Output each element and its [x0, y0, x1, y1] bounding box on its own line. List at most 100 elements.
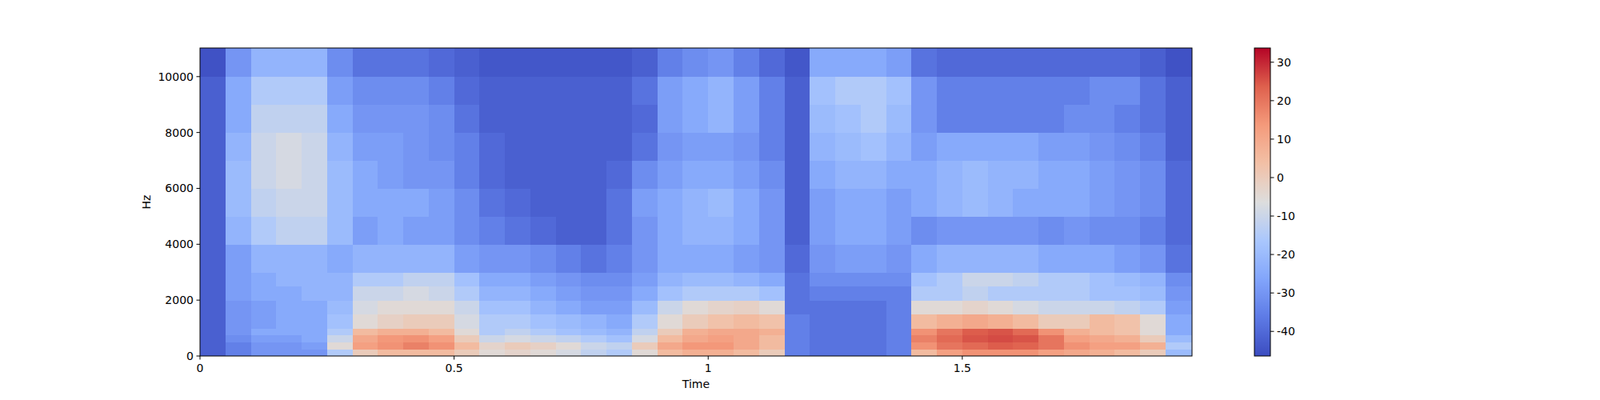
- cell: [225, 328, 252, 336]
- cell: [936, 76, 963, 105]
- cell: [606, 104, 632, 133]
- cell: [1114, 348, 1140, 356]
- cell: [835, 300, 861, 315]
- cell: [377, 342, 404, 350]
- cell: [251, 328, 277, 336]
- cell: [1012, 160, 1039, 189]
- cell: [1140, 335, 1166, 343]
- cell: [403, 272, 429, 287]
- cell: [1064, 286, 1090, 301]
- cell: [962, 76, 988, 105]
- cell: [403, 216, 429, 244]
- cell: [657, 348, 684, 356]
- cell: [962, 314, 988, 329]
- colorbar-tick-label: -10: [1276, 209, 1296, 223]
- y-tick: [196, 356, 201, 357]
- cell: [276, 335, 302, 343]
- cell: [809, 188, 836, 216]
- cell: [1089, 348, 1116, 356]
- cell: [733, 188, 760, 216]
- cell: [1165, 48, 1192, 77]
- cell: [886, 328, 912, 336]
- cell: [886, 48, 912, 77]
- cell: [403, 132, 429, 161]
- cell: [911, 244, 937, 272]
- cell: [860, 348, 887, 356]
- cell: [530, 188, 556, 216]
- cell: [911, 328, 937, 336]
- cell: [886, 314, 912, 329]
- cell: [784, 216, 811, 244]
- cell: [403, 76, 429, 105]
- cell: [1165, 160, 1192, 189]
- cell: [809, 348, 836, 356]
- cell: [936, 188, 963, 216]
- cell: [911, 300, 937, 315]
- cell: [454, 244, 480, 272]
- cell: [1140, 342, 1166, 350]
- cell: [276, 244, 302, 272]
- cell: [733, 342, 760, 350]
- cell: [454, 342, 480, 350]
- y-tick: [196, 76, 201, 77]
- cell: [606, 76, 632, 105]
- cell: [1064, 48, 1090, 77]
- cell: [606, 286, 632, 301]
- cell: [886, 272, 912, 287]
- cell: [454, 314, 480, 329]
- cell: [301, 314, 328, 329]
- cell: [1064, 104, 1090, 133]
- cell: [377, 188, 404, 216]
- cell: [657, 104, 684, 133]
- cell: [1089, 286, 1116, 301]
- cell: [657, 328, 684, 336]
- cell: [860, 188, 887, 216]
- cell: [860, 314, 887, 329]
- cell: [632, 48, 658, 77]
- cell: [1089, 335, 1116, 343]
- cell: [1012, 342, 1039, 350]
- cell: [784, 335, 811, 343]
- cell: [759, 272, 785, 287]
- cell: [1165, 348, 1192, 356]
- cell: [1140, 314, 1166, 329]
- cell: [708, 48, 734, 77]
- cell: [1012, 314, 1039, 329]
- cell: [479, 348, 505, 356]
- cell: [327, 314, 353, 329]
- cell: [708, 342, 734, 350]
- colorbar-tick-label: 20: [1276, 94, 1292, 108]
- cell: [225, 104, 252, 133]
- cell: [327, 328, 353, 336]
- y-tick: [196, 132, 201, 133]
- cell: [479, 104, 505, 133]
- cell: [479, 48, 505, 77]
- cell: [1140, 328, 1166, 336]
- cell: [276, 342, 302, 350]
- colorbar-tick: [1270, 100, 1275, 101]
- cell: [835, 328, 861, 336]
- cell: [657, 244, 684, 272]
- cell: [556, 216, 582, 244]
- cell: [1064, 335, 1090, 343]
- cell: [530, 300, 556, 315]
- cell: [1012, 348, 1039, 356]
- cell: [809, 104, 836, 133]
- cell: [301, 286, 328, 301]
- cell: [580, 160, 607, 189]
- cell: [301, 348, 328, 356]
- cell: [759, 76, 785, 105]
- cell: [454, 76, 480, 105]
- cell: [377, 216, 404, 244]
- x-tick: [453, 356, 455, 360]
- cell: [1140, 286, 1166, 301]
- cell: [809, 272, 836, 287]
- cell: [1140, 48, 1166, 77]
- cell: [936, 132, 963, 161]
- cell: [962, 48, 988, 77]
- cell: [327, 160, 353, 189]
- cell: [1064, 216, 1090, 244]
- cell: [886, 348, 912, 356]
- cell: [276, 104, 302, 133]
- cell: [479, 160, 505, 189]
